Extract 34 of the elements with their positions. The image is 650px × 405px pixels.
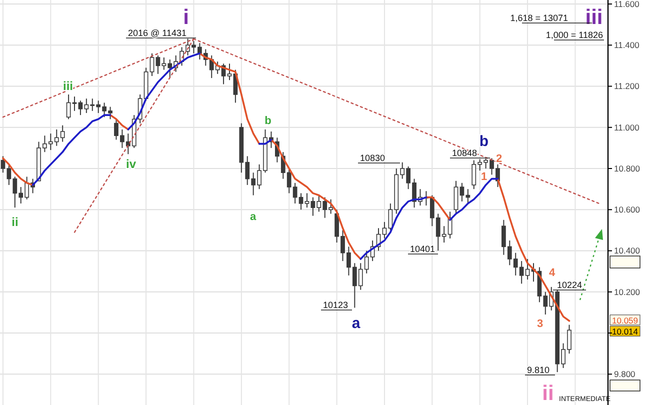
annotation: b: [479, 133, 489, 150]
annotation: 1,000 = 11826: [546, 30, 603, 40]
y-tick-label: 10.400: [614, 246, 640, 256]
annotation: 10224: [557, 280, 582, 290]
annotation: 10830: [360, 153, 386, 163]
y-tick-label: 11.200: [614, 81, 640, 92]
y-tick-label: 11.000: [614, 122, 640, 132]
y-tick-label: 11.400: [614, 40, 640, 50]
annotation: 10848: [452, 148, 478, 158]
annotation: iii: [62, 79, 74, 93]
annotation: b: [264, 115, 272, 127]
annotation: 10401: [410, 244, 436, 254]
y-tick-label: 10.600: [614, 204, 640, 215]
annotation: 3: [536, 318, 544, 330]
annotation: 10.059: [612, 315, 638, 326]
annotation: 10.014: [612, 326, 638, 337]
annotation: 4: [548, 267, 556, 279]
annotation: iv: [126, 157, 136, 171]
annotation: 2: [496, 153, 502, 165]
y-tick-label: 10.200: [614, 286, 640, 297]
annotation: 1,618 = 13071: [510, 13, 568, 23]
y-tick-label: 11.600: [614, 0, 640, 9]
y-tick-label: 9.800: [614, 369, 636, 380]
annotation: 10123: [323, 300, 348, 310]
y-tick-label: 10.800: [614, 163, 640, 174]
annotation: 1: [480, 171, 488, 183]
annotation: i: [183, 6, 189, 29]
annotation: 9.810: [527, 365, 550, 375]
annotation: a: [250, 211, 257, 223]
annotation: a: [352, 315, 361, 332]
annotation: iii: [585, 6, 603, 29]
annotation: 2016 @ 11431: [128, 28, 187, 38]
annotation: ii: [542, 382, 554, 405]
annotation: ii: [12, 215, 18, 229]
